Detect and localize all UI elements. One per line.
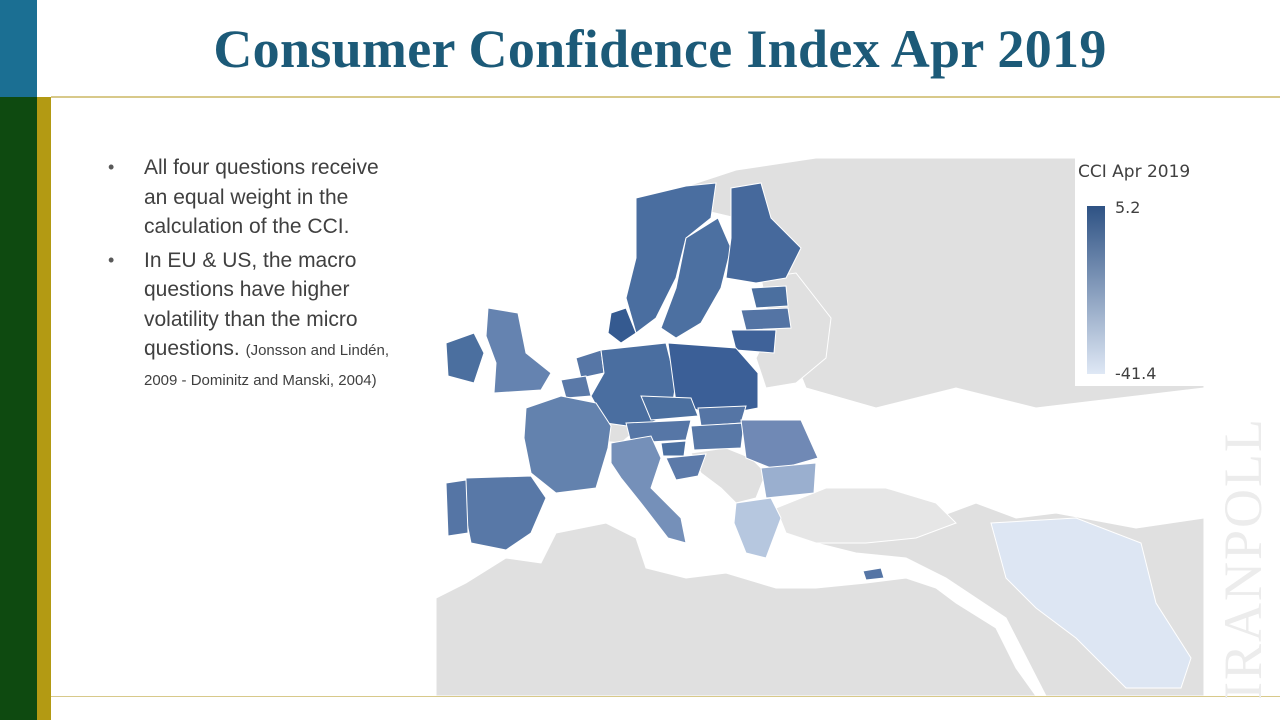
bullet-text: All four questions receive an equal weig… xyxy=(144,156,379,238)
region-romania xyxy=(740,419,819,471)
accent-bar-green xyxy=(0,97,37,720)
slide-title: Consumer Confidence Index Apr 2019 xyxy=(213,19,1107,79)
region-france xyxy=(523,395,612,494)
region-lithuania xyxy=(730,329,777,354)
footer-divider xyxy=(51,696,1280,697)
region-belgium xyxy=(560,375,592,399)
region-hungary xyxy=(690,422,745,451)
color-legend: CCI Apr 2019 5.2 -41.4 xyxy=(1075,158,1205,386)
accent-bar-blue xyxy=(0,0,37,97)
bullet-list: All four questions receive an equal weig… xyxy=(104,153,389,397)
region-sweden xyxy=(660,217,732,339)
region-czechia xyxy=(640,395,699,421)
title-divider xyxy=(51,96,1280,98)
region-cyprus xyxy=(862,567,885,581)
region-portugal xyxy=(445,479,469,537)
watermark-logo: IRANPOLL xyxy=(1213,417,1273,700)
legend-min-label: -41.4 xyxy=(1115,364,1157,383)
region-latvia xyxy=(740,307,792,331)
region-iran xyxy=(990,517,1192,689)
bullet-item: All four questions receive an equal weig… xyxy=(104,153,389,242)
region-finland xyxy=(725,182,802,284)
bullet-text: In EU & US, the macro questions have hig… xyxy=(144,248,358,361)
region-greece xyxy=(733,497,782,559)
region-ireland xyxy=(445,332,485,384)
region-denmark xyxy=(607,307,637,344)
bullet-citation: (Jonsson and Lindén, 2009 - Dominitz and… xyxy=(144,342,390,389)
land-north-africa xyxy=(436,522,1037,696)
region-estonia xyxy=(750,285,789,309)
region-norway xyxy=(625,182,717,334)
accent-bar-gold xyxy=(37,97,51,720)
region-italy xyxy=(610,435,687,544)
land-balkans-west xyxy=(690,447,767,504)
bullet-item: In EU & US, the macro questions have hig… xyxy=(104,246,389,394)
region-united-kingdom xyxy=(485,307,552,394)
legend-color-scale xyxy=(1087,206,1105,374)
land-turkey xyxy=(775,487,957,544)
region-croatia xyxy=(665,453,707,481)
region-slovenia xyxy=(660,440,687,457)
europe-map xyxy=(436,158,1204,696)
legend-title: CCI Apr 2019 xyxy=(1078,162,1191,182)
legend-max-label: 5.2 xyxy=(1115,198,1141,217)
region-bulgaria xyxy=(760,462,817,499)
